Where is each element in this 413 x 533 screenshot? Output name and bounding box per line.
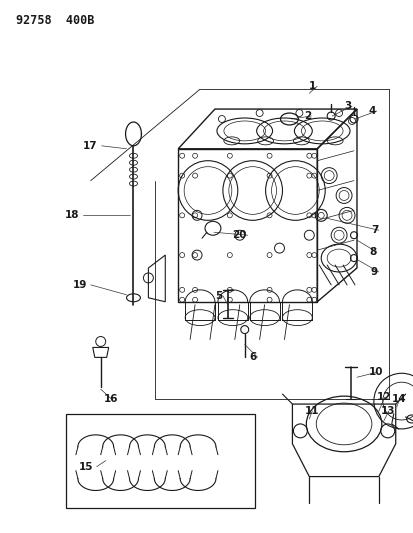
- Text: 17: 17: [83, 141, 97, 151]
- Text: 3: 3: [343, 101, 351, 111]
- Text: 20: 20: [231, 230, 246, 240]
- Text: 8: 8: [368, 247, 375, 257]
- Text: 9: 9: [370, 267, 377, 277]
- Text: 14: 14: [391, 394, 406, 404]
- Text: 16: 16: [103, 394, 118, 404]
- Text: 15: 15: [78, 462, 93, 472]
- Text: 18: 18: [65, 211, 79, 220]
- Text: 6: 6: [249, 352, 256, 362]
- Text: 1: 1: [309, 81, 316, 91]
- Text: 13: 13: [380, 406, 394, 416]
- Text: 5: 5: [214, 291, 222, 301]
- Text: 19: 19: [73, 280, 87, 290]
- Text: 7: 7: [370, 225, 377, 235]
- Text: 92758  400B: 92758 400B: [16, 14, 95, 27]
- Text: 4: 4: [368, 106, 375, 116]
- Text: 11: 11: [304, 406, 318, 416]
- Text: 12: 12: [376, 392, 390, 402]
- Text: 10: 10: [368, 367, 382, 377]
- Text: 2: 2: [304, 111, 311, 121]
